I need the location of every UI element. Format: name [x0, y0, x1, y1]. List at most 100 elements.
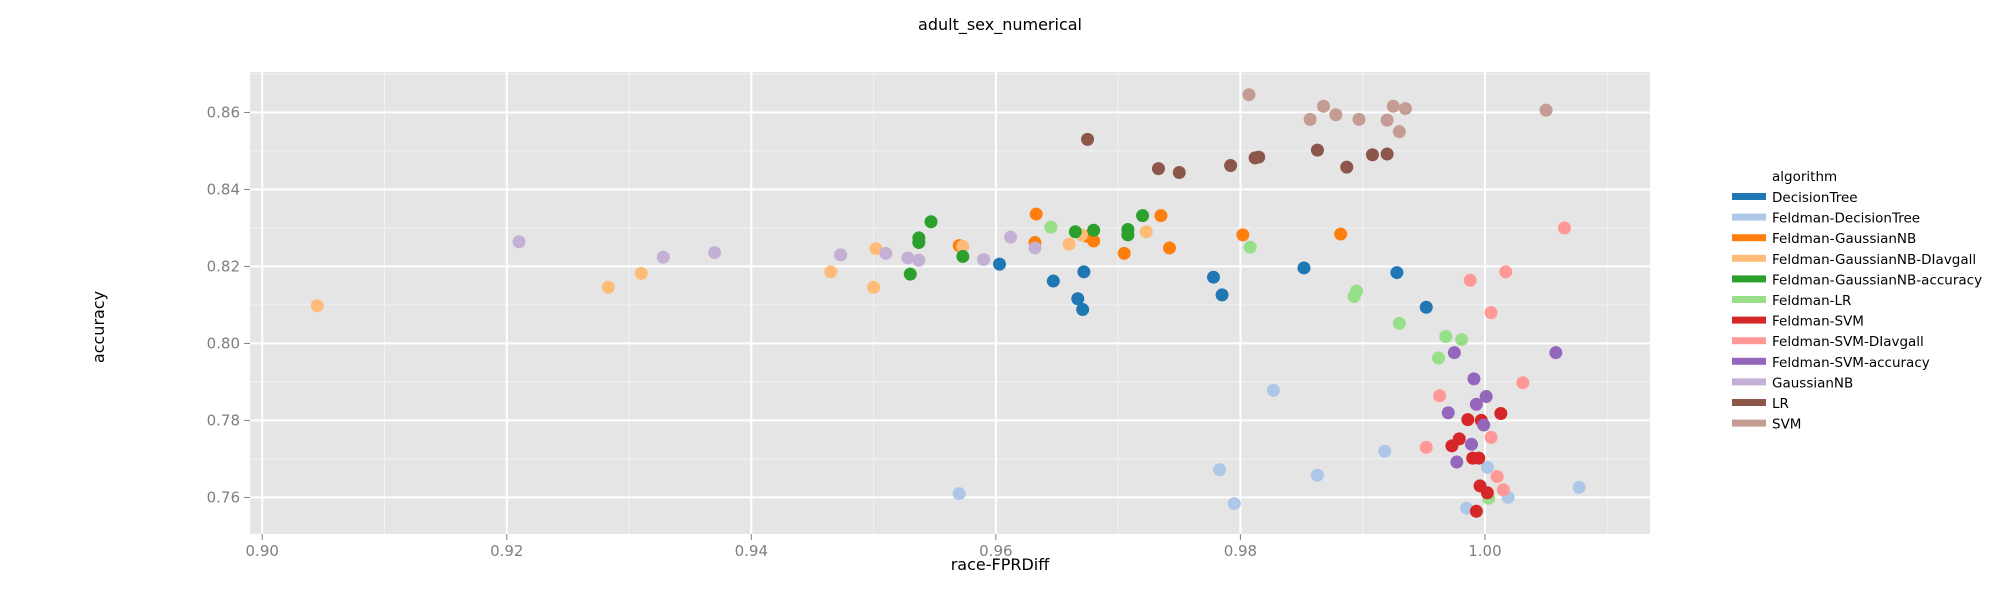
x-tick-label: 0.94	[735, 542, 768, 560]
data-point	[708, 246, 722, 260]
data-point	[1398, 102, 1412, 116]
data-point	[956, 239, 970, 253]
data-point	[1071, 292, 1085, 306]
data-point	[1087, 223, 1101, 237]
data-point	[1463, 273, 1477, 287]
plot-background	[250, 72, 1650, 534]
data-point	[1317, 99, 1331, 113]
data-point	[601, 280, 615, 294]
data-point	[1329, 108, 1343, 122]
data-point	[634, 266, 648, 280]
data-point	[1215, 288, 1229, 302]
legend-item-label: Feldman-SVM-accuracy	[1772, 355, 1930, 371]
y-tick-label: 0.86	[207, 103, 240, 121]
data-point	[1297, 261, 1311, 275]
data-point	[1077, 265, 1091, 279]
legend-swatch	[1732, 213, 1766, 221]
data-point	[1136, 209, 1150, 223]
data-point	[512, 235, 526, 249]
data-point	[952, 487, 966, 501]
data-point	[1441, 406, 1455, 420]
data-point	[1242, 88, 1256, 102]
legend-item-label: Feldman-SVM-DIavgall	[1772, 334, 1924, 350]
data-point	[1380, 147, 1394, 161]
data-point	[310, 299, 324, 313]
x-tick-label: 0.98	[1224, 542, 1257, 560]
data-point	[1117, 246, 1131, 260]
data-point	[1340, 160, 1354, 174]
data-point	[1392, 125, 1406, 139]
data-point	[1213, 463, 1227, 477]
data-point	[1572, 480, 1586, 494]
data-point	[1390, 266, 1404, 280]
legend-swatch	[1732, 254, 1766, 262]
x-tick-label: 1.00	[1468, 542, 1501, 560]
x-tick-label: 0.90	[246, 542, 279, 560]
data-point	[977, 252, 991, 266]
data-point	[956, 249, 970, 263]
data-point	[869, 242, 883, 256]
data-point	[993, 257, 1007, 271]
x-tick-label: 0.92	[490, 542, 523, 560]
y-tick-label: 0.80	[207, 334, 240, 352]
series-8	[1441, 346, 1563, 469]
data-point	[1433, 389, 1447, 403]
legend-swatch	[1732, 357, 1766, 365]
data-point	[1386, 99, 1400, 113]
legend-swatch	[1732, 316, 1766, 324]
data-point	[1236, 228, 1250, 242]
series-3	[310, 225, 1153, 313]
legend-item-label: GaussianNB	[1772, 375, 1853, 391]
data-point	[1467, 372, 1481, 386]
data-point	[1539, 103, 1553, 117]
chart-title: adult_sex_numerical	[918, 15, 1082, 35]
data-point	[1480, 486, 1494, 500]
data-point	[1068, 225, 1082, 239]
legend-swatch	[1732, 234, 1766, 242]
data-point	[1172, 165, 1186, 179]
data-point	[1121, 222, 1135, 236]
data-point	[1224, 159, 1238, 173]
data-point	[1162, 241, 1176, 255]
data-point	[1460, 501, 1474, 515]
data-point	[1303, 112, 1317, 126]
data-point	[1076, 303, 1090, 317]
data-point	[1044, 220, 1058, 234]
legend-swatch	[1732, 378, 1766, 386]
data-point	[1243, 240, 1257, 254]
legend-title: algorithm	[1772, 169, 1837, 185]
data-point	[912, 231, 926, 245]
data-point	[824, 265, 838, 279]
data-point	[1452, 432, 1466, 446]
y-tick-label: 0.78	[207, 411, 240, 429]
legend-item-label: DecisionTree	[1772, 190, 1858, 206]
data-point	[1461, 413, 1475, 427]
data-point	[1431, 351, 1445, 365]
data-point	[1464, 437, 1478, 451]
data-point	[1310, 468, 1324, 482]
data-point	[1252, 150, 1266, 164]
data-point	[903, 267, 917, 281]
legend-swatch	[1732, 193, 1766, 200]
data-point	[1439, 329, 1453, 343]
legend-swatch	[1732, 296, 1766, 303]
data-point	[1419, 440, 1433, 454]
data-point	[912, 253, 926, 267]
x-axis-title: race-FPRDiff	[951, 555, 1051, 574]
y-tick-label: 0.82	[207, 257, 240, 275]
data-point	[1516, 376, 1530, 390]
data-point	[1479, 390, 1493, 404]
data-point	[1046, 274, 1060, 288]
data-point	[1472, 451, 1486, 465]
data-point	[1350, 284, 1364, 298]
data-point	[1028, 241, 1042, 255]
series-5	[1044, 220, 1496, 505]
data-point	[1365, 148, 1379, 162]
series-9	[512, 230, 1042, 267]
data-point	[1151, 162, 1165, 176]
data-point	[1469, 504, 1483, 518]
legend-item-label: Feldman-SVM	[1772, 314, 1864, 330]
legend-item-label: Feldman-LR	[1772, 293, 1851, 309]
data-point	[879, 246, 893, 260]
